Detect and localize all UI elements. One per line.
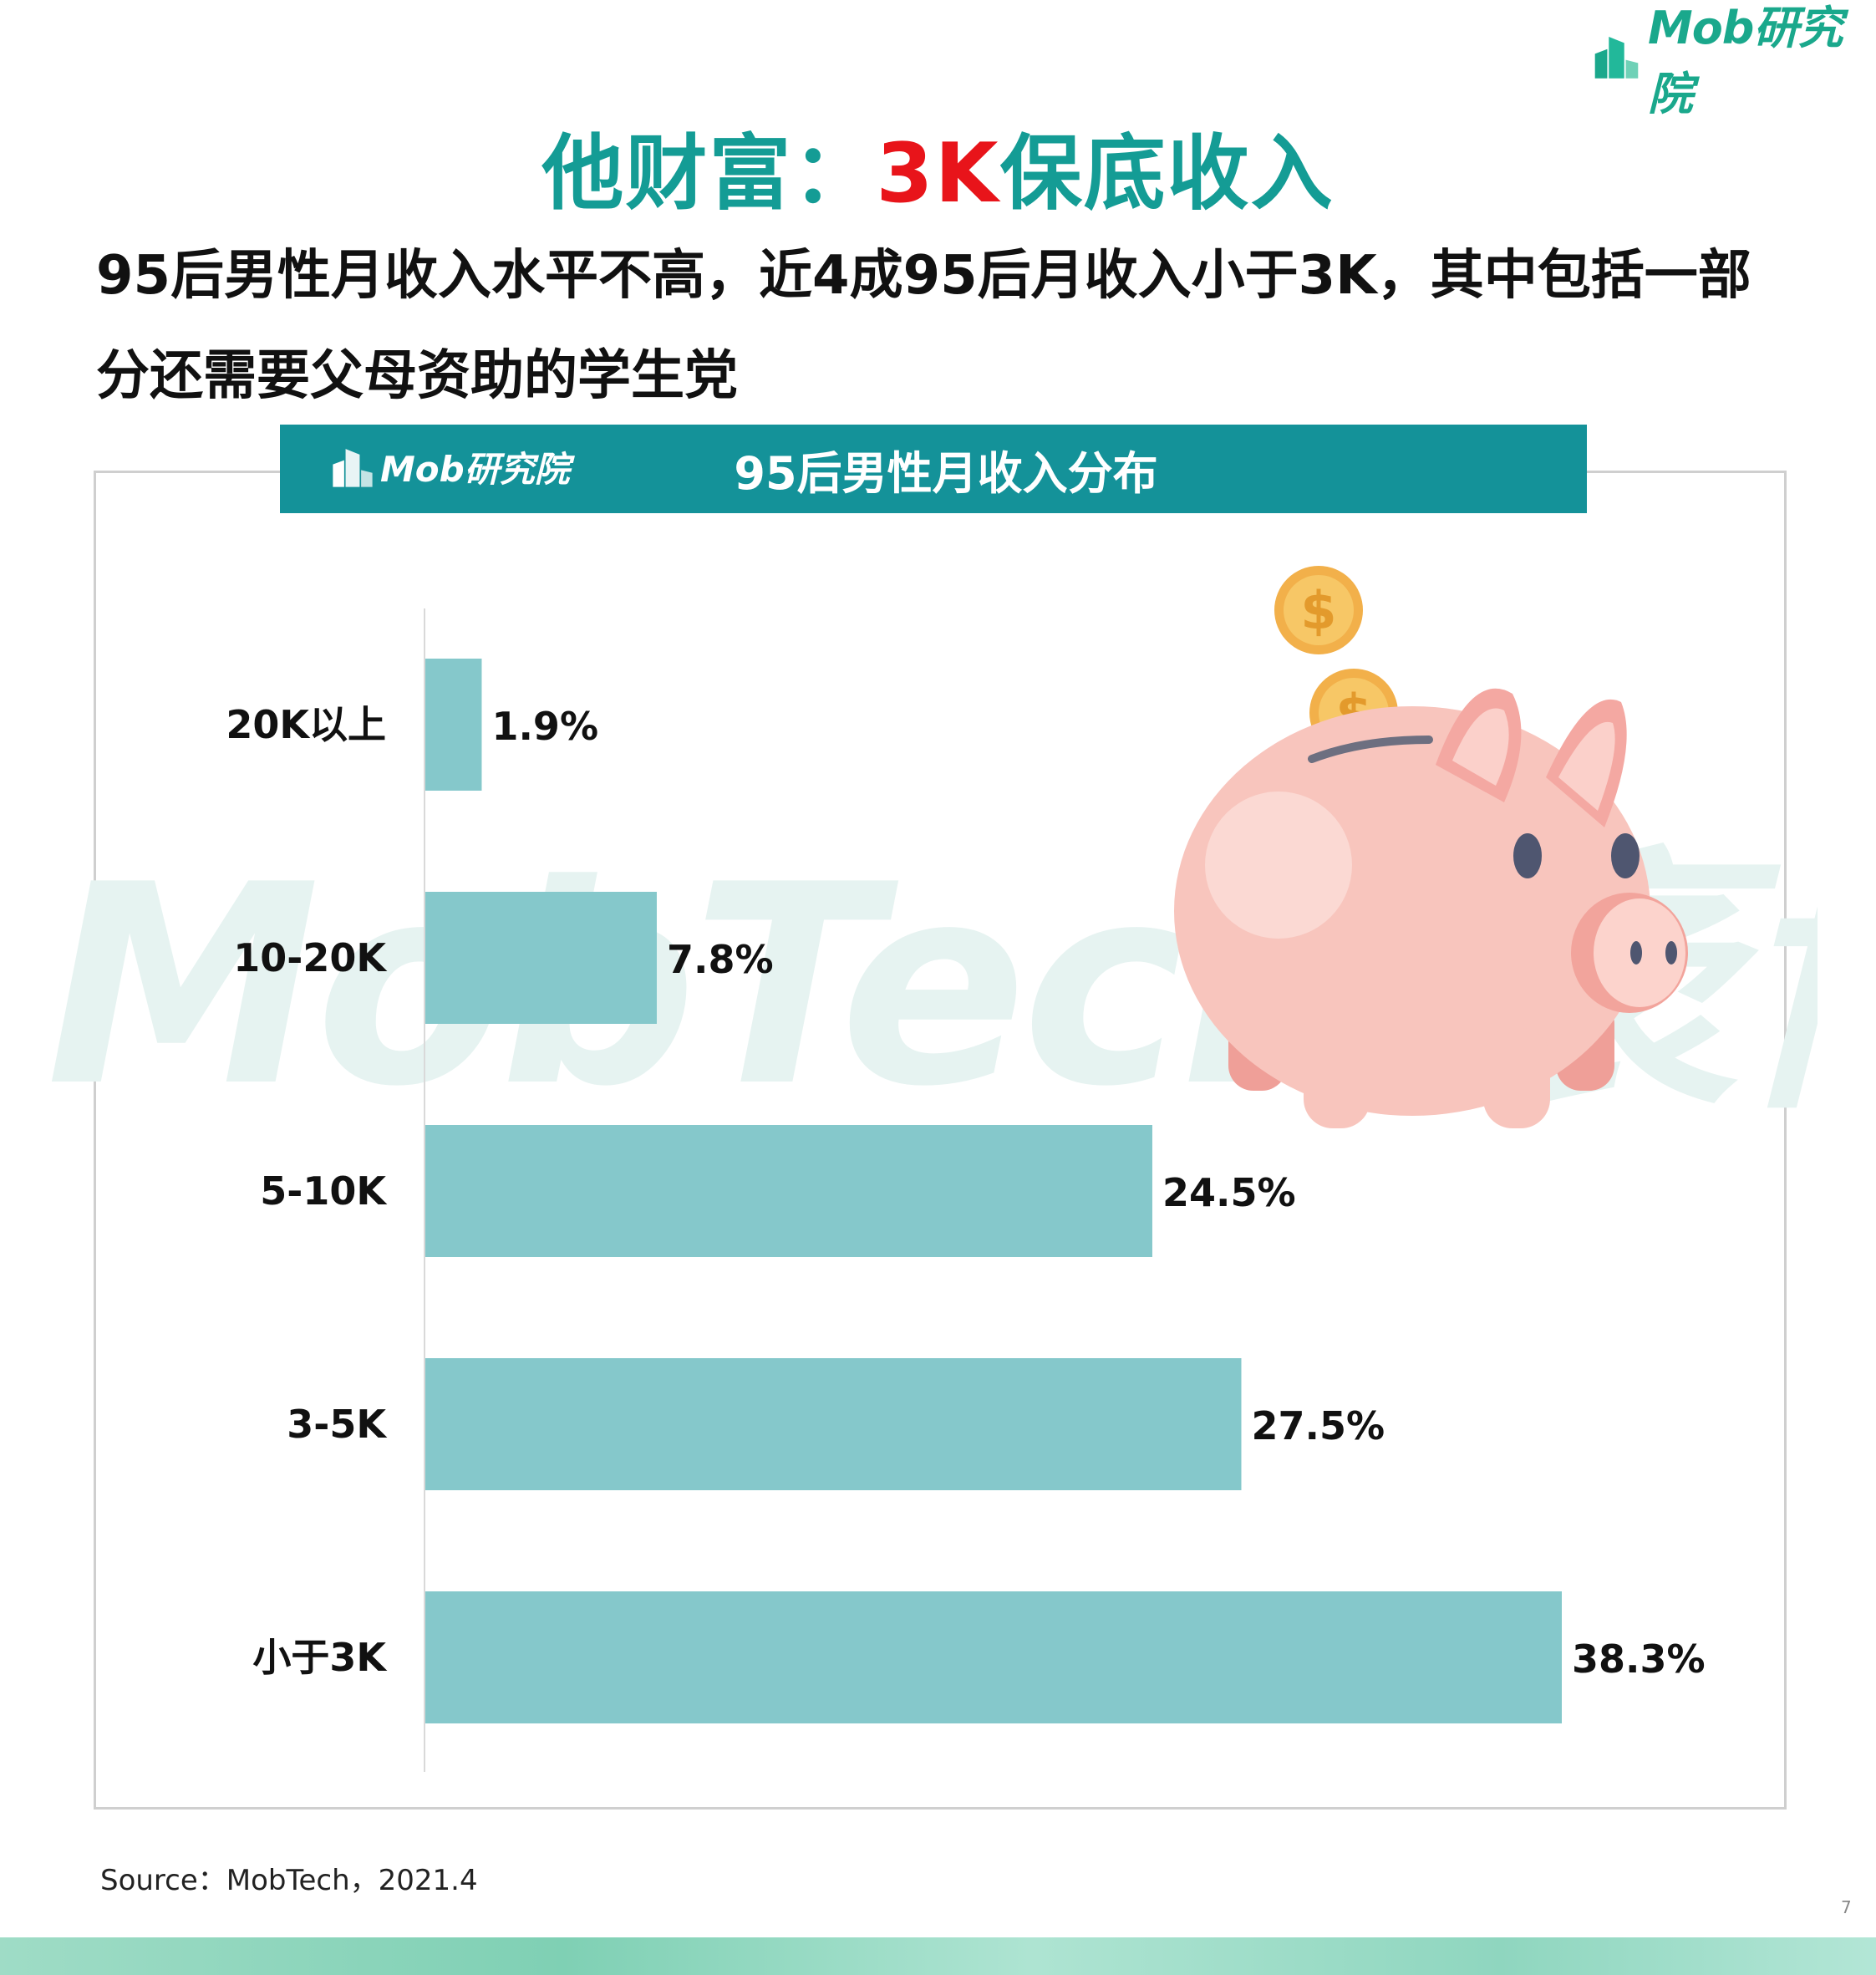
page-subtitle: 95后男性月收入水平不高，近4成95后月收入小于3K，其中包括一部 分还需要父母… xyxy=(96,226,1801,426)
subtitle-line1: 95后男性月收入水平不高，近4成95后月收入小于3K，其中包括一部 xyxy=(96,245,1751,307)
title-part2: 保底收入 xyxy=(999,126,1335,221)
category-label: 3-5K xyxy=(287,1402,388,1447)
page-title: 他财富：3K保底收入 xyxy=(0,107,1876,226)
chart-title: 95后男性月收入分布 xyxy=(734,446,1158,500)
data-label: 24.5% xyxy=(1162,1170,1296,1215)
data-label: 1.9% xyxy=(491,704,598,749)
brand-logo: Mob研究院 xyxy=(1592,2,1868,120)
page-number: 7 xyxy=(1841,1897,1852,1917)
bar xyxy=(425,659,482,791)
category-label: 20K以上 xyxy=(226,702,386,747)
building-logo-icon xyxy=(1594,37,1639,79)
title-part1: 他财富： xyxy=(541,126,877,221)
svg-text:$: $ xyxy=(1300,580,1336,641)
bottom-decoration-bar xyxy=(0,1937,1876,1975)
category-label: 5-10K xyxy=(260,1168,388,1214)
building-logo-icon xyxy=(333,448,373,487)
title-highlight: 3K xyxy=(876,126,1000,221)
category-label: 10-20K xyxy=(233,935,388,980)
coin-icon: $ xyxy=(1274,566,1363,654)
bar xyxy=(425,1591,1562,1723)
brand-name: Mob研究院 xyxy=(1647,2,1843,120)
piggy-bank-icon: $ $ xyxy=(1174,566,1688,1128)
data-label: 7.8% xyxy=(667,937,774,982)
data-label: 27.5% xyxy=(1252,1403,1385,1448)
bar xyxy=(425,1125,1152,1257)
data-label: 38.3% xyxy=(1572,1637,1706,1682)
bar xyxy=(425,892,657,1024)
bar xyxy=(425,1358,1242,1490)
header-logo: Mob研究院 xyxy=(330,441,570,492)
header-logo-text: Mob研究院 xyxy=(380,449,570,490)
subtitle-line2: 分还需要父母资助的学生党 xyxy=(96,345,738,407)
chart-header: Mob研究院 95后男性月收入分布 xyxy=(280,425,1587,513)
source-note: Source：MobTech，2021.4 xyxy=(100,1864,478,1897)
category-label: 小于3K xyxy=(252,1635,388,1680)
